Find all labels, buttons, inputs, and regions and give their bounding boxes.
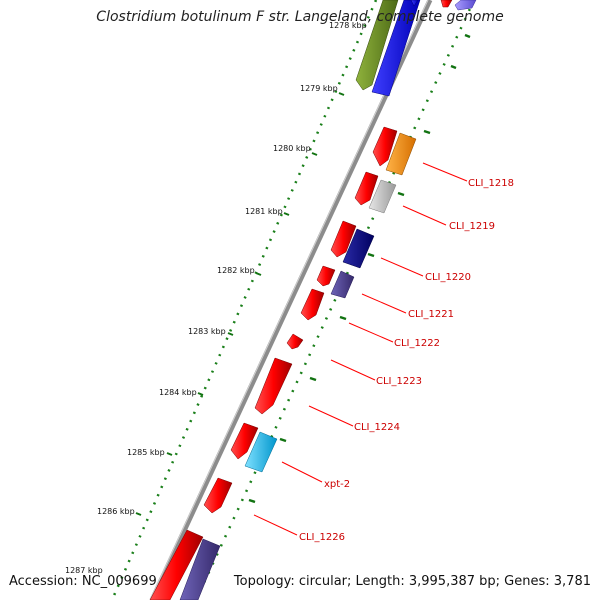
gene-arrow-silver	[368, 179, 397, 214]
gene-label[interactable]: CLI_1224	[354, 422, 400, 433]
inner-ticks	[248, 33, 471, 504]
inner-tick	[397, 191, 405, 197]
gene-arrow	[230, 422, 259, 460]
gene-label[interactable]: CLI_1226	[299, 532, 345, 543]
inner-tick	[423, 129, 431, 135]
gene-arrow-slate	[330, 270, 355, 299]
gene-arrow-orange	[385, 132, 417, 176]
gene-arrow	[300, 288, 325, 321]
gene-arrow-olive	[355, 0, 399, 91]
label-line	[348, 322, 394, 343]
inner-tick	[248, 498, 256, 504]
gene-label[interactable]: CLI_1222	[394, 338, 440, 349]
ruler-label: 1280 kbp	[273, 144, 311, 153]
gene-arrow	[254, 357, 293, 415]
gene-arrow-slate-bottom	[179, 538, 221, 600]
label-line	[308, 405, 354, 427]
ruler-tick	[283, 212, 290, 216]
ruler-label: 1287 kbp	[65, 566, 103, 575]
ruler-label: 1281 kbp	[245, 207, 283, 216]
gene-arrow-lavender	[454, 0, 477, 11]
gene-arrow-blue-top	[410, 0, 419, 7]
ruler-tick	[255, 272, 262, 276]
gene-label-lines	[253, 162, 468, 536]
inner-dotted-line	[194, 0, 476, 600]
ruler-labels: 1278 kbp 1279 kbp 1280 kbp 1281 kbp 1282…	[65, 21, 367, 575]
genome-backbone-highlight	[149, 0, 429, 600]
gene-arrow-sky	[244, 431, 278, 473]
inner-tick	[279, 437, 287, 443]
gene-arrow	[149, 529, 204, 600]
genome-backbone	[149, 0, 433, 600]
ruler-ticks	[135, 92, 345, 516]
ruler-label: 1279 kbp	[300, 84, 338, 93]
ruler-tick	[227, 332, 234, 336]
inner-tick	[367, 252, 375, 258]
gene-label[interactable]: xpt-2	[324, 479, 350, 490]
gene-label[interactable]: CLI_1219	[449, 221, 495, 232]
gene-arrow	[330, 220, 357, 258]
gene-labels: CLI_1218 CLI_1219 CLI_1220 CLI_1221 CLI_…	[299, 178, 514, 543]
ruler-label: 1283 kbp	[188, 327, 226, 336]
ruler-label: 1284 kbp	[159, 388, 197, 397]
ruler-tick	[135, 512, 142, 516]
label-line	[402, 205, 447, 226]
ruler-label: 1286 kbp	[97, 507, 135, 516]
inner-tick	[464, 33, 471, 39]
gene-arrow	[286, 333, 304, 350]
ruler-tick	[338, 92, 345, 96]
gene-arrow	[372, 126, 398, 167]
label-line	[281, 461, 323, 483]
gene-arrow-red-top	[440, 0, 453, 8]
label-line	[361, 293, 407, 314]
gene-arrow	[354, 171, 379, 206]
accession-text: Accession: NC_009699	[9, 574, 157, 589]
ruler-label: 1278 kbp	[329, 21, 367, 30]
ruler-label: 1285 kbp	[127, 448, 165, 457]
label-line	[422, 162, 468, 182]
map-title: Clostridium botulinum F str. Langeland, …	[96, 9, 504, 25]
colored-genes	[179, 0, 477, 600]
gene-arrow	[203, 477, 233, 514]
ruler-tick	[166, 452, 173, 456]
gene-label[interactable]: CLI_1218	[468, 178, 514, 189]
inner-tick	[339, 315, 347, 321]
gene-label[interactable]: CLI_1220	[425, 272, 471, 283]
gene-arrow-navy	[342, 228, 375, 269]
ruler-tick	[197, 392, 204, 396]
label-line	[253, 514, 298, 536]
label-line	[330, 359, 376, 381]
inner-tick	[309, 376, 317, 382]
gene-label[interactable]: CLI_1223	[376, 376, 422, 387]
inner-tick	[450, 64, 457, 70]
forward-strand-genes	[149, 126, 398, 600]
ruler-dotted-line	[110, 0, 378, 600]
ruler-label: 1282 kbp	[217, 266, 255, 275]
gene-arrow	[316, 265, 336, 287]
gene-label[interactable]: CLI_1221	[408, 309, 454, 320]
topology-text: Topology: circular; Length: 3,995,387 bp…	[233, 574, 591, 589]
gene-arrow-blue	[371, 0, 421, 97]
label-line	[380, 257, 424, 277]
ruler-tick	[311, 152, 318, 156]
